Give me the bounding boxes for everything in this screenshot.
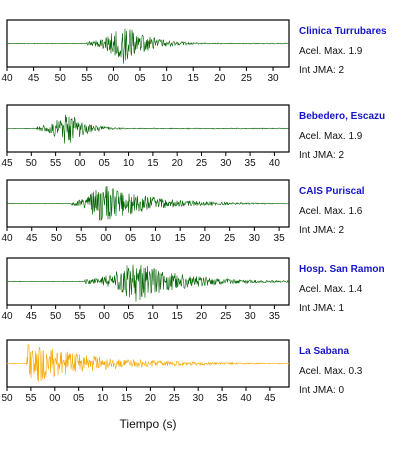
tick-label: 50 — [26, 158, 38, 169]
panel-2: 45 50 55 00 05 10 15 20 25 30 35 40 Bebedero, Escazu… — [1, 104, 385, 169]
tick-label: 55 — [74, 311, 86, 322]
waveform-trace — [6, 185, 290, 221]
x-axis-label: Tiempo (s) — [120, 417, 177, 431]
station-name: Hosp. San Ramon — [299, 264, 385, 275]
tick-label: 00 — [100, 233, 112, 244]
tick-label: 10 — [150, 233, 162, 244]
tick-label: 35 — [217, 393, 229, 404]
jma-intensity: Int JMA: 2 — [299, 150, 344, 161]
tick-label: 00 — [108, 73, 120, 84]
tick-label: 40 — [1, 233, 13, 244]
tick-label: 30 — [220, 158, 232, 169]
station-name: CAIS Puriscal — [299, 186, 365, 197]
tick-label: 20 — [214, 73, 226, 84]
accel-max: Acel. Max. 1.4 — [299, 284, 363, 295]
accel-max: Acel. Max. 1.6 — [299, 206, 363, 217]
accel-max: Acel. Max. 1.9 — [299, 131, 363, 142]
tick-label: 10 — [97, 393, 109, 404]
tick-label: 35 — [274, 233, 286, 244]
tick-label: 50 — [1, 393, 13, 404]
tick-label: 20 — [196, 311, 208, 322]
tick-label: 20 — [145, 393, 157, 404]
tick-label: 10 — [161, 73, 173, 84]
tick-label: 25 — [241, 73, 253, 84]
tick-label: 30 — [193, 393, 205, 404]
panel-3: 40 45 50 55 00 05 10 15 20 25 30 35 CAIS Puriscal Ace… — [1, 179, 365, 244]
tick-label: 25 — [169, 393, 181, 404]
tick-label: 45 — [26, 311, 38, 322]
waveform-trace — [6, 114, 290, 144]
panel-4: 40 45 50 55 00 05 10 15 20 25 30 35 Hosp. San Ramon A… — [1, 257, 385, 322]
waveform-trace — [6, 264, 290, 302]
station-name: La Sabana — [299, 346, 349, 357]
station-name: Bebedero, Escazu — [299, 111, 385, 122]
tick-label: 40 — [1, 311, 13, 322]
panel-1: 40 45 50 55 00 05 10 15 20 25 30 Clinica Turrubares… — [1, 19, 387, 84]
accel-max: Acel. Max. 1.9 — [299, 46, 363, 57]
tick-label: 45 — [28, 73, 40, 84]
tick-label: 05 — [123, 311, 135, 322]
accel-max: Acel. Max. 0.3 — [299, 366, 363, 377]
tick-label: 35 — [245, 158, 257, 169]
tick-label: 30 — [245, 311, 257, 322]
tick-label: 15 — [121, 393, 133, 404]
jma-intensity: Int JMA: 2 — [299, 225, 344, 236]
tick-label: 25 — [224, 233, 236, 244]
tick-label: 15 — [175, 233, 187, 244]
tick-label: 45 — [1, 158, 13, 169]
tick-label: 40 — [240, 393, 252, 404]
tick-label: 20 — [172, 158, 184, 169]
tick-label: 55 — [50, 158, 62, 169]
tick-label: 55 — [76, 233, 88, 244]
station-name: Clinica Turrubares — [299, 26, 387, 37]
tick-label: 20 — [199, 233, 211, 244]
tick-label: 50 — [55, 73, 67, 84]
tick-label: 05 — [125, 233, 137, 244]
tick-label: 35 — [269, 311, 281, 322]
tick-label: 00 — [99, 311, 111, 322]
tick-label: 15 — [147, 158, 159, 169]
jma-intensity: Int JMA: 2 — [299, 65, 344, 76]
jma-intensity: Int JMA: 1 — [299, 303, 344, 314]
panel-5: 50 55 00 05 10 15 20 25 30 35 40 45 La Sabana Acel. M… — [1, 339, 363, 404]
tick-label: 30 — [249, 233, 261, 244]
tick-label: 55 — [25, 393, 37, 404]
tick-label: 05 — [99, 158, 111, 169]
waveform-trace — [6, 28, 290, 64]
tick-label: 30 — [267, 73, 279, 84]
tick-label: 00 — [49, 393, 61, 404]
tick-label: 40 — [1, 73, 13, 84]
waveform-trace — [6, 343, 290, 383]
tick-label: 50 — [51, 233, 63, 244]
tick-label: 05 — [73, 393, 85, 404]
tick-label: 40 — [269, 158, 281, 169]
tick-label: 25 — [220, 311, 232, 322]
tick-label: 55 — [81, 73, 93, 84]
tick-label: 45 — [26, 233, 38, 244]
tick-label: 00 — [74, 158, 86, 169]
tick-label: 45 — [264, 393, 276, 404]
tick-label: 50 — [50, 311, 62, 322]
tick-label: 05 — [134, 73, 146, 84]
tick-label: 15 — [188, 73, 200, 84]
jma-intensity: Int JMA: 0 — [299, 385, 344, 396]
tick-label: 10 — [147, 311, 159, 322]
tick-label: 25 — [196, 158, 208, 169]
tick-label: 15 — [172, 311, 184, 322]
tick-label: 10 — [123, 158, 135, 169]
